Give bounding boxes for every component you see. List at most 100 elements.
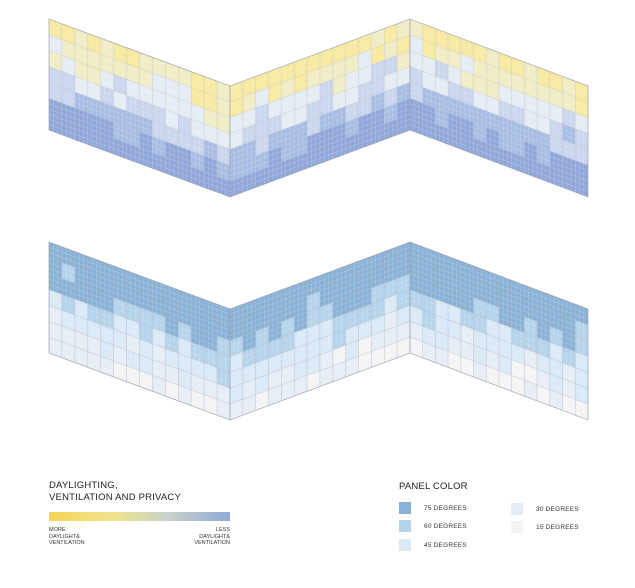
panel-mesh-line: [255, 76, 269, 82]
panel-mesh-line: [384, 129, 398, 135]
panel-mesh-line: [345, 282, 359, 288]
panel-mesh-line: [307, 333, 321, 339]
panel-mesh-line: [332, 79, 346, 85]
panel-mesh-line: [178, 358, 192, 364]
panel-mesh-line: [268, 156, 282, 162]
panel-mesh-line: [61, 320, 75, 326]
panel-mesh-line: [61, 28, 75, 35]
panel-mesh-line: [397, 278, 411, 284]
panel-mesh-line: [255, 394, 269, 401]
panel-mesh-line: [345, 334, 359, 341]
panel-mesh-line: [486, 52, 500, 58]
panel-mesh-line: [152, 131, 166, 137]
panel-mesh-line: [268, 342, 282, 348]
panel-mesh-line: [191, 145, 205, 151]
panel-mesh-line: [204, 341, 218, 347]
panel-mesh-line: [486, 100, 500, 106]
panel-mesh-line: [307, 126, 321, 132]
panel-mesh-line: [460, 143, 474, 149]
panel-mesh-line: [345, 271, 359, 277]
panel-mesh-line: [113, 339, 127, 345]
panel-mesh-line: [358, 86, 372, 92]
panel-mesh-line: [139, 136, 153, 143]
panel-mesh-line: [384, 44, 398, 50]
panel-mesh-line: [178, 316, 192, 322]
panel-mesh-line: [87, 361, 101, 368]
panel-mesh-line: [113, 95, 127, 101]
swatch-30-degrees: [511, 503, 523, 515]
panel-mesh-line: [371, 65, 385, 71]
panel-mesh-line: [48, 347, 62, 353]
panel-mesh-line: [549, 171, 563, 178]
panel-mesh-line: [61, 304, 75, 310]
panel-mesh-line: [422, 288, 436, 295]
panel-mesh-line: [498, 359, 512, 366]
panel-mesh-line: [74, 97, 88, 103]
panel-mesh-line: [524, 130, 538, 136]
panel-mesh-line: [152, 332, 166, 339]
panel-mesh-line: [178, 87, 192, 93]
panel-mesh-line: [473, 334, 487, 340]
panel-mesh-line: [358, 261, 372, 267]
panel-mesh-line: [448, 298, 461, 304]
panel-mesh-line: [74, 277, 88, 283]
panel-mesh-line: [281, 167, 295, 173]
panel-mesh-line: [87, 91, 101, 97]
panel-mesh-line: [435, 54, 449, 60]
panel-mesh-line: [139, 359, 153, 366]
panel-mesh-line: [498, 280, 512, 286]
panel-mesh-line: [524, 162, 538, 168]
panel-mesh-line: [100, 366, 114, 372]
panel-mesh-line: [409, 331, 423, 337]
panel-mesh-line: [255, 379, 269, 385]
panel-mesh-line: [332, 308, 346, 314]
panel-mesh-line: [152, 290, 166, 296]
panel-mesh-line: [562, 176, 576, 182]
panel-mesh-line: [281, 385, 295, 391]
panel-mesh-line: [397, 294, 411, 300]
panel-mesh-line: [307, 78, 321, 84]
panel-mesh-line: [549, 336, 563, 342]
panel-mesh-line: [460, 90, 474, 96]
panel-mesh-line: [229, 133, 243, 140]
panel-mesh-line: [294, 146, 308, 153]
panel-mesh-line: [345, 43, 359, 49]
panel-mesh-line: [255, 336, 269, 342]
panel-mesh-line: [229, 123, 243, 129]
panel-mesh-line: [435, 320, 449, 326]
panel-mesh-line: [422, 273, 436, 279]
panel-mesh-line: [562, 325, 576, 331]
panel-mesh-line: [549, 108, 563, 114]
panel-mesh-line: [498, 344, 512, 350]
left-label-line3: VENTILATION: [49, 540, 85, 546]
panel-mesh-line: [217, 155, 231, 161]
panel-mesh-line: [422, 331, 436, 337]
panel-mesh-line: [448, 117, 461, 123]
panel-mesh-line: [435, 357, 449, 363]
panel-mesh-line: [575, 139, 589, 145]
panel-mesh-line: [537, 379, 550, 385]
panel-mesh-line: [409, 342, 423, 348]
panel-mesh-line: [281, 295, 295, 301]
panel-mesh-line: [191, 347, 205, 353]
panel-mesh-line: [422, 352, 436, 358]
panel-mesh-line: [549, 82, 563, 88]
panel-mesh-line: [537, 103, 550, 109]
panel-mesh-line: [422, 81, 436, 87]
panel-mesh-line: [74, 81, 88, 87]
panel-mesh-line: [242, 86, 256, 92]
panel-mesh-line: [255, 156, 269, 162]
panel-mesh-line: [345, 345, 359, 351]
panel-mesh-line: [61, 251, 75, 258]
panel-mesh-line: [268, 310, 282, 316]
panel-mesh-line: [165, 358, 179, 365]
panel-mesh-line: [332, 132, 346, 138]
panel-mesh-line: [100, 143, 114, 149]
panel-mesh-line: [307, 73, 321, 79]
panel-mesh-line: [397, 45, 411, 51]
panel-mesh-line: [448, 107, 461, 113]
panel-mesh-line: [178, 167, 192, 173]
panel-mesh-line: [345, 59, 359, 65]
panel-mesh-line: [307, 375, 321, 381]
panel-mesh-line: [87, 117, 101, 123]
